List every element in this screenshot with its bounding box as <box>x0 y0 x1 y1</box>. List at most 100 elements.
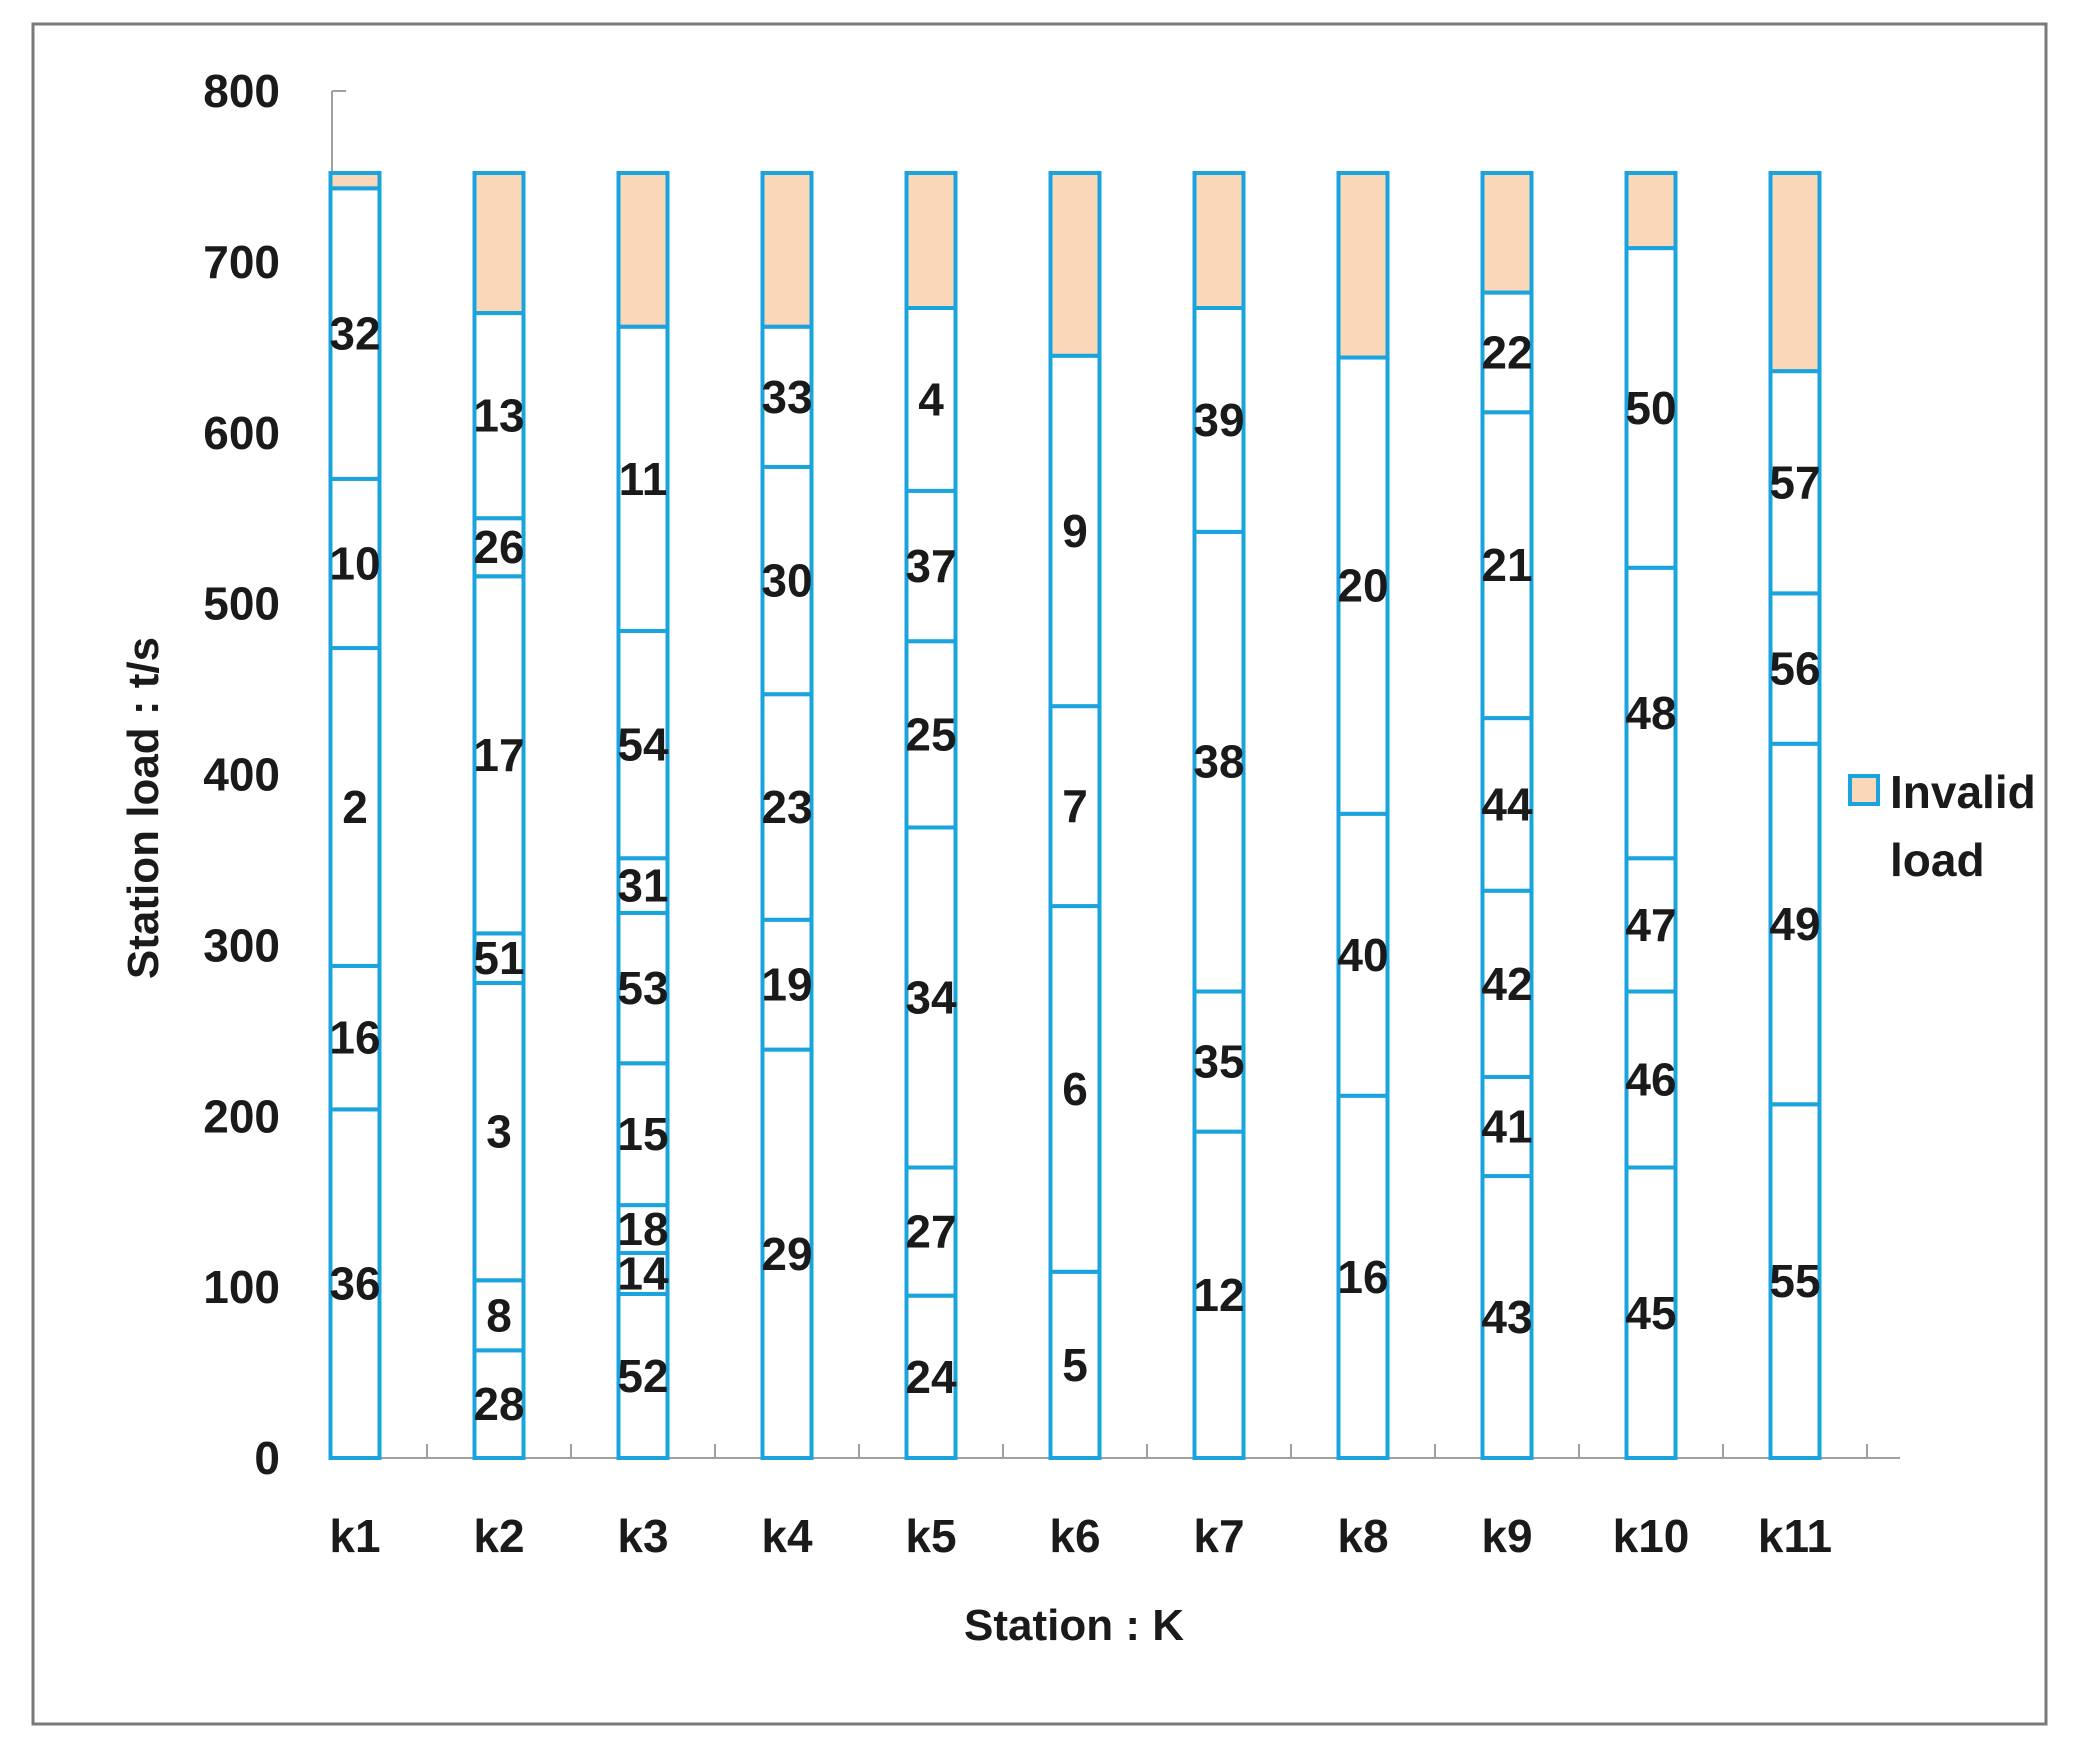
task-segment <box>1480 1074 1534 1179</box>
station-bar-k9: 43 41 42 44 21 22 <box>1480 171 1534 1461</box>
task-label: 48 <box>1625 687 1676 739</box>
task-segment <box>1768 369 1822 596</box>
task-label: 56 <box>1769 643 1820 695</box>
task-label: 49 <box>1769 898 1820 950</box>
legend-label: load <box>1890 834 1985 886</box>
task-label: 35 <box>1193 1036 1244 1088</box>
task-segment <box>1480 1174 1534 1461</box>
task-label: 20 <box>1337 560 1388 612</box>
task-segment <box>1480 716 1534 893</box>
task-label: 40 <box>1337 929 1388 981</box>
invalid-load-segment <box>1192 171 1246 311</box>
invalid-load-segment <box>1336 171 1390 360</box>
station-bar-k8: 16 40 20 <box>1336 171 1390 1460</box>
task-segment <box>1768 1102 1822 1460</box>
invalid-load-segment <box>616 171 670 329</box>
task-segment <box>616 324 670 633</box>
task-label: 30 <box>761 555 812 607</box>
task-label: 10 <box>329 537 380 589</box>
x-tick-label: k11 <box>1758 1510 1832 1562</box>
task-label: 21 <box>1481 539 1532 591</box>
task-label: 36 <box>329 1258 380 1310</box>
y-tick-label: 500 <box>203 578 280 630</box>
task-label: 16 <box>1337 1251 1388 1303</box>
task-label: 9 <box>1062 505 1088 557</box>
task-segment <box>616 628 670 861</box>
task-segment <box>1192 1129 1246 1461</box>
task-segment <box>1048 353 1102 709</box>
y-tick-label: 200 <box>203 1090 280 1142</box>
task-segment <box>1768 741 1822 1107</box>
station-bar-k7: 12 35 38 39 <box>1192 171 1246 1461</box>
task-label: 29 <box>761 1228 812 1280</box>
task-segment <box>1336 1093 1390 1460</box>
task-segment <box>1048 904 1102 1274</box>
task-label: 50 <box>1625 382 1676 434</box>
x-tick-label: k4 <box>761 1510 813 1562</box>
y-tick-label: 400 <box>203 749 280 801</box>
task-label: 52 <box>617 1350 668 1402</box>
task-segment <box>904 488 958 644</box>
task-label: 8 <box>486 1289 512 1341</box>
task-segment <box>904 306 958 493</box>
task-segment <box>760 1047 814 1460</box>
station-bar-k6: 5 6 7 9 <box>1048 171 1102 1460</box>
x-tick-label: k9 <box>1481 1510 1532 1562</box>
task-label: 41 <box>1481 1101 1532 1153</box>
task-segment <box>1336 355 1390 816</box>
y-tick-label: 100 <box>203 1261 280 1313</box>
task-label: 24 <box>905 1351 957 1403</box>
task-label: 25 <box>905 708 956 760</box>
task-label: 46 <box>1625 1054 1676 1106</box>
invalid-load-segment <box>760 171 814 329</box>
task-label: 31 <box>617 860 668 912</box>
task-segment <box>472 931 526 985</box>
task-label: 39 <box>1193 394 1244 446</box>
invalid-load-segment <box>1768 171 1822 374</box>
task-label: 16 <box>329 1012 380 1064</box>
plot-area: 0100200300400500600700800361621032k12883… <box>203 65 1900 1562</box>
station-bar-k2: 28 8 3 51 17 26 13 <box>472 171 526 1461</box>
task-segment <box>1192 529 1246 994</box>
x-tick-label: k7 <box>1193 1510 1244 1562</box>
legend-swatch <box>1848 774 1880 806</box>
task-segment <box>472 574 526 936</box>
y-axis-title: Station load : t/s <box>119 637 168 979</box>
y-tick-label: 700 <box>203 236 280 288</box>
task-segment <box>328 476 382 651</box>
x-tick-label: k2 <box>473 1510 524 1562</box>
task-label: 23 <box>761 781 812 833</box>
task-label: 14 <box>617 1247 669 1299</box>
x-tick-label: k10 <box>1613 1510 1690 1562</box>
x-tick-label: k5 <box>905 1510 956 1562</box>
station-bar-k4: 29 19 23 30 33 <box>760 171 814 1460</box>
task-segment <box>328 963 382 1112</box>
task-label: 54 <box>617 719 669 771</box>
task-segment <box>616 1061 670 1208</box>
task-label: 45 <box>1625 1287 1676 1339</box>
task-segment <box>760 464 814 697</box>
task-label: 7 <box>1062 780 1088 832</box>
task-label: 37 <box>905 540 956 592</box>
task-label: 57 <box>1769 456 1820 508</box>
task-segment <box>1768 591 1822 746</box>
task-segment <box>904 639 958 830</box>
task-label: 5 <box>1062 1339 1088 1391</box>
task-segment <box>1480 410 1534 721</box>
x-tick-label: k6 <box>1049 1510 1100 1562</box>
y-tick-label: 0 <box>254 1432 280 1484</box>
task-label: 6 <box>1062 1063 1088 1115</box>
task-label: 51 <box>473 932 524 984</box>
task-label: 43 <box>1481 1291 1532 1343</box>
task-segment <box>472 311 526 521</box>
y-tick-label: 800 <box>203 65 280 117</box>
task-label: 55 <box>1769 1255 1820 1307</box>
task-segment <box>1480 290 1534 415</box>
legend-label: Invalid <box>1890 766 2036 818</box>
x-tick-label: k8 <box>1337 1510 1388 1562</box>
task-label: 3 <box>486 1106 512 1158</box>
task-segment <box>616 1250 670 1296</box>
y-tick-label: 300 <box>203 919 280 971</box>
